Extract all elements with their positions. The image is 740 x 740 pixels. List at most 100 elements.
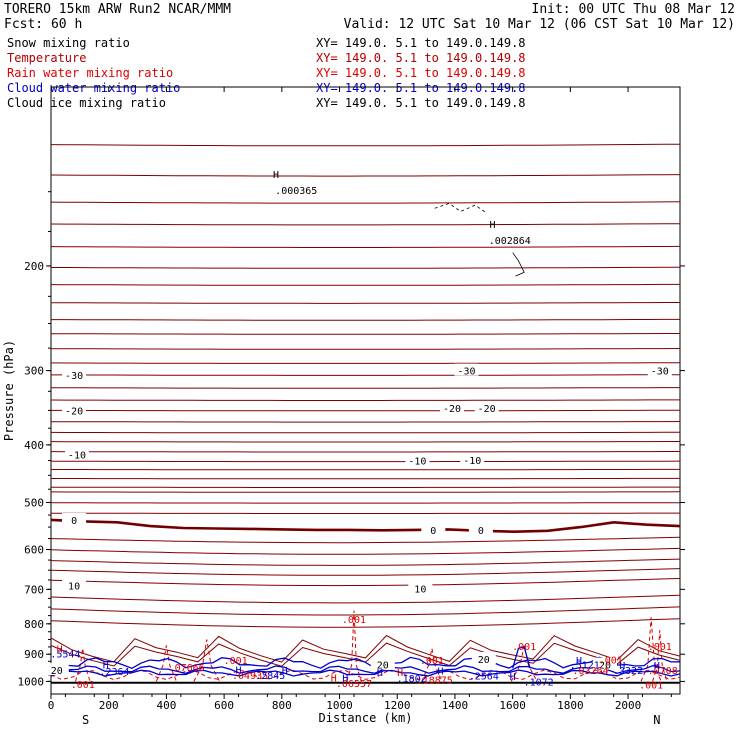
rain-contour [510, 645, 538, 682]
rain-contour-label: .001 [420, 656, 444, 667]
legend-label: Snow mixing ratio [7, 36, 130, 50]
cloud-water-label: .2564 [469, 671, 499, 682]
x-axis-label: Distance (km) [319, 711, 413, 725]
label-mask [62, 578, 87, 591]
y-tick-label: 300 [24, 365, 44, 378]
isotherm-label: 10 [414, 585, 426, 596]
isotherm-label: -20 [65, 406, 83, 417]
isotherm-line [50, 618, 681, 628]
label-mask [370, 657, 395, 670]
isotherm-line [50, 558, 681, 566]
isotherm-line [51, 374, 681, 376]
isotherm-line [50, 283, 680, 286]
x-tick-label: 2000 [615, 699, 642, 712]
label-mask [440, 401, 465, 414]
isotherm-label: -10 [408, 457, 426, 468]
isotherm-line [50, 578, 681, 587]
label-mask [408, 581, 433, 594]
legend-label: Rain water mixing ratio [7, 66, 173, 80]
isotherm-line [50, 460, 681, 463]
plot-area: 0 200 400 600 800 1000 1200 1400 1600 1800 2000200… [2, 86, 685, 727]
label-mask [44, 663, 69, 676]
label-mask [468, 522, 493, 535]
x-tick-label: 600 [214, 699, 234, 712]
x-tick-label: 1800 [557, 699, 584, 712]
isotherm-label: 0 [71, 516, 77, 527]
rain-contour-label: .001 [224, 656, 248, 667]
rain-contour [193, 639, 221, 682]
isotherm-line [50, 245, 681, 248]
zero-isotherm-line [50, 518, 681, 534]
y-tick-label: 700 [24, 583, 44, 596]
label-mask [62, 512, 87, 525]
isotherm-label: 20 [599, 661, 611, 672]
high-center-marker: H [619, 661, 625, 672]
y-tick-label: 500 [24, 496, 44, 509]
cloud-water-label: .2845 [255, 671, 285, 682]
high-center-marker: H [103, 661, 109, 672]
isotherm-line [51, 421, 681, 423]
cloud-water-label: .3322 [613, 666, 643, 677]
rain-contour [640, 617, 662, 682]
legend-xy: XY= 149.0. 5.1 to 149.0.149.8 [316, 66, 526, 80]
cloud-water-contour [50, 665, 681, 675]
label-mask [62, 367, 87, 380]
label-mask [421, 522, 446, 535]
isotherm-line [50, 547, 681, 555]
isotherm-line [50, 568, 681, 576]
isotherm-label: -20 [443, 404, 461, 415]
isotherm-line [51, 266, 681, 269]
snow-contour [434, 202, 487, 214]
x-tick-label: 0 [48, 699, 55, 712]
isotherm-line [50, 606, 681, 616]
isotherm-line [51, 409, 680, 412]
high-center-marker: H [576, 656, 582, 667]
x-tick-label: 1600 [499, 699, 526, 712]
label-mask [592, 657, 617, 670]
legend-label: Cloud ice mixing ratio [7, 96, 166, 110]
field-legend: Snow mixing ratio XY= 149.0. 5.1 to 149.0… [7, 36, 526, 110]
legend-label: Temperature [7, 51, 86, 65]
legend-xy: XY= 149.0. 5.1 to 149.0.149.8 [316, 36, 526, 50]
y-tick-label: 400 [24, 439, 44, 452]
rain-contour-label: .001 [71, 680, 95, 691]
y-tick-label: 200 [24, 260, 44, 273]
rain-contour-label: .18875 [417, 675, 453, 686]
isotherm-line [51, 318, 680, 321]
model-run-label: TORERO 15km ARW Run2 NCAR/MMM [4, 2, 231, 17]
y-axis-label: Pressure (hPa) [2, 340, 16, 441]
isotherm-line [50, 201, 681, 204]
isotherm-label: 20 [478, 655, 490, 666]
cloud-water-label: .5121 [570, 661, 600, 672]
rain-contour-label: .0708 [648, 666, 678, 677]
high-center-marker: H [489, 220, 495, 231]
cloud-water-label: .5544 [50, 650, 80, 661]
isotherm-line [50, 491, 681, 493]
cloud-water-label: .2364 [99, 667, 129, 678]
isotherm-line [50, 387, 680, 389]
isotherm-line [50, 143, 681, 147]
isotherm-line [50, 431, 680, 434]
y-tick-label: 1000 [18, 675, 45, 688]
south-end-label: S [82, 713, 89, 727]
figure-header: TORERO 15km ARW Run2 NCAR/MMM Init: 00 U… [4, 2, 735, 32]
isotherm-label: 0 [478, 526, 484, 537]
isotherm-line [50, 594, 681, 604]
high-center-marker: H [236, 666, 242, 677]
label-mask [471, 652, 496, 665]
label-mask [405, 453, 430, 466]
isotherm-label: -30 [651, 367, 669, 378]
snow-contour-label: .002864 [489, 236, 531, 247]
high-center-marker: H [282, 666, 288, 677]
rain-contour-label: .001 [512, 642, 536, 653]
snow-contour [512, 252, 525, 277]
isotherm-line [50, 174, 681, 177]
legend-xy: XY= 149.0. 5.1 to 149.0.149.8 [316, 96, 526, 110]
high-center-marker: H [438, 666, 444, 677]
label-mask [647, 363, 672, 376]
cloud-water-label: .1072 [524, 677, 554, 688]
rain-contour-label: .07666 [169, 663, 205, 674]
rain-contour [652, 630, 668, 682]
isotherm-label: -10 [68, 450, 86, 461]
